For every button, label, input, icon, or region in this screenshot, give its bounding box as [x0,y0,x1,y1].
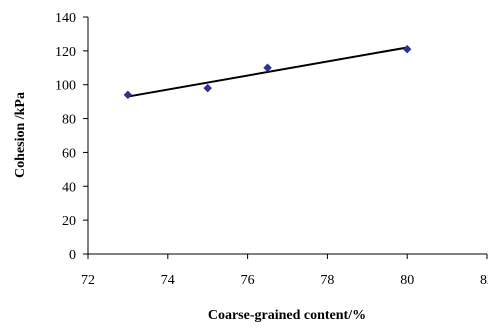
x-tick-label: 78 [320,273,334,288]
data-point [203,83,213,93]
y-tick-label: 20 [62,214,76,229]
y-tick-label: 40 [62,180,76,195]
y-tick-label: 140 [55,11,76,26]
data-points [123,44,412,100]
data-point [402,44,412,54]
y-tick-label: 80 [62,113,76,128]
x-tick-label: 82 [480,273,488,288]
x-ticks: 72 74 76 78 80 82 [81,254,488,288]
y-tick-label: 60 [62,146,76,161]
y-tick-label: 0 [69,248,76,263]
x-axis-title: Coarse-grained content/% [208,308,366,323]
x-tick-label: 74 [161,273,175,288]
y-ticks: 0 20 40 60 80 100 120 140 [55,11,88,263]
y-axis-title: Cohesion /kPa [13,92,28,178]
y-tick-label: 100 [55,79,76,94]
x-tick-label: 76 [241,273,255,288]
y-tick-label: 120 [55,45,76,60]
x-tick-label: 80 [400,273,414,288]
data-point [123,90,133,100]
data-point [263,63,272,73]
axes [87,17,487,255]
x-tick-label: 72 [81,273,95,288]
